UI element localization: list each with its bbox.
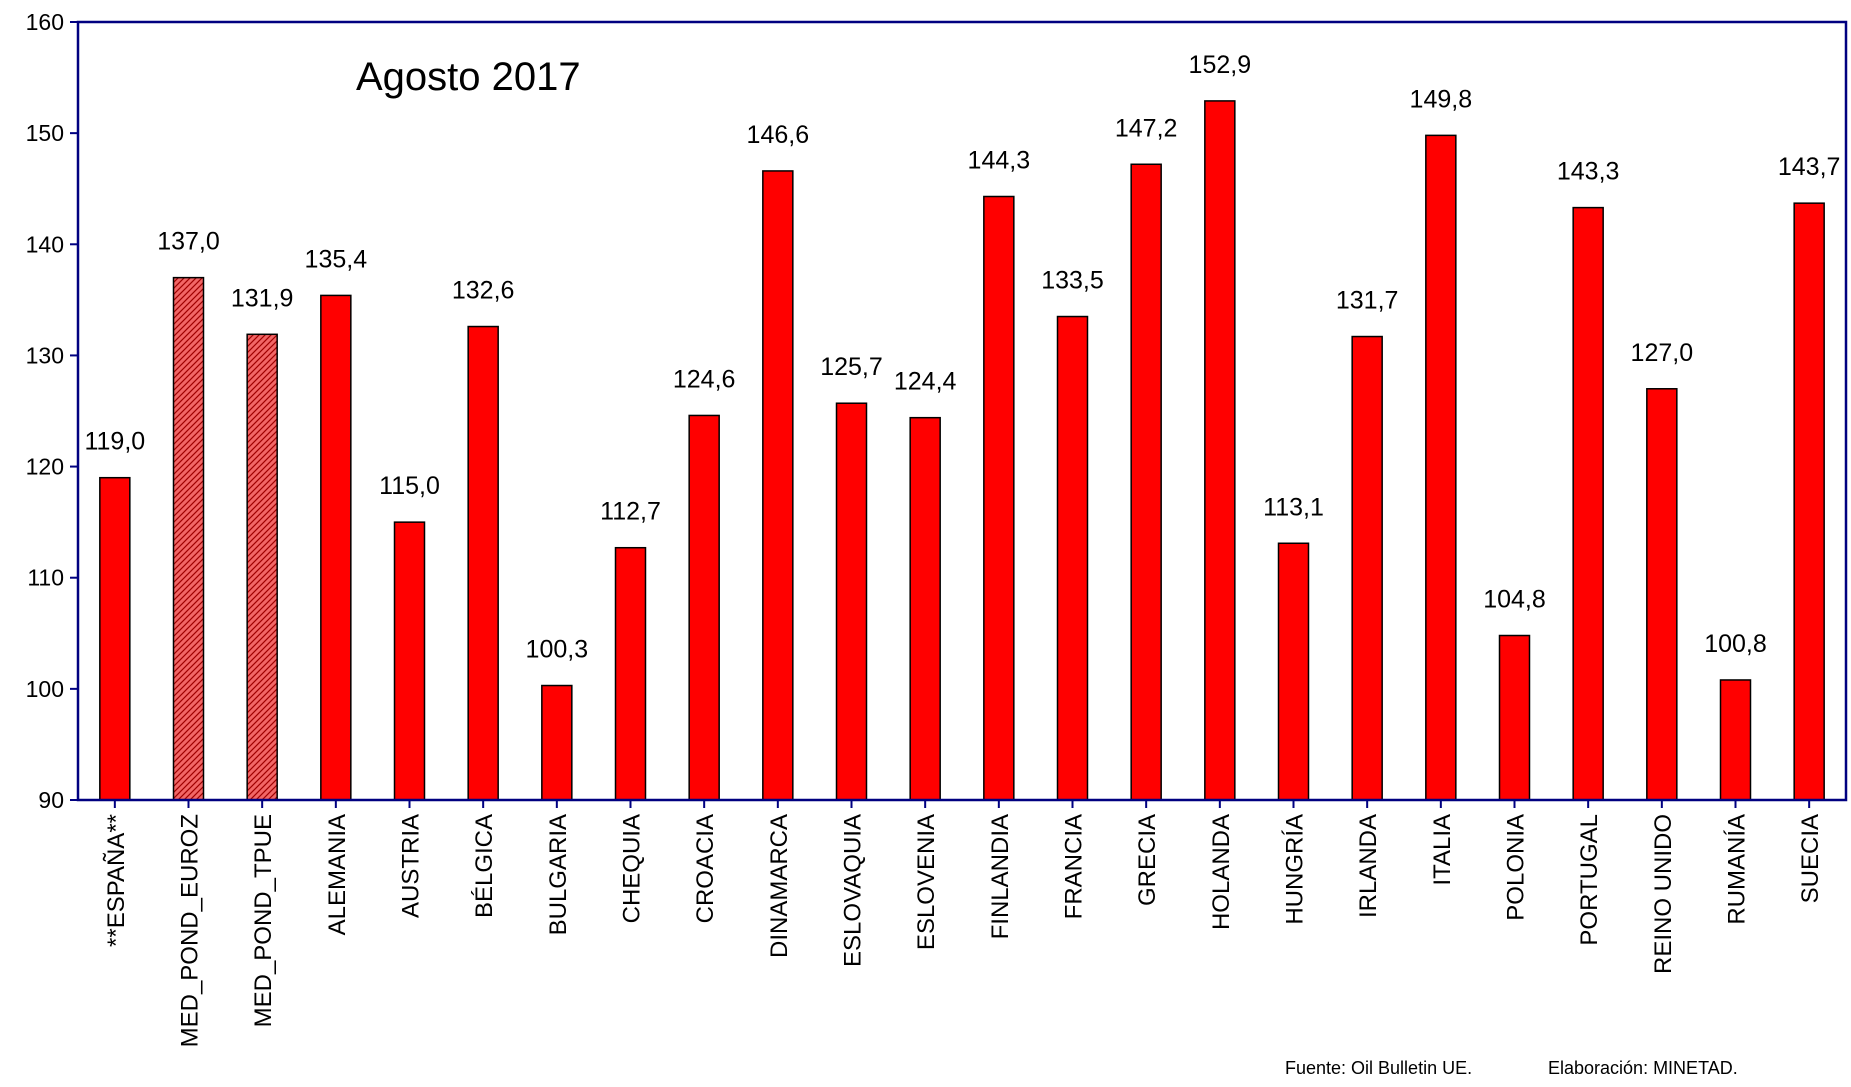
x-category-label: **ESPAÑA** <box>103 814 130 947</box>
bar-alemania <box>320 294 352 801</box>
y-tick-label: 120 <box>26 454 64 480</box>
bar-eslovenia <box>909 416 941 801</box>
bar-value-label: 113,1 <box>1263 493 1324 521</box>
bar-value-label: 143,7 <box>1778 153 1841 181</box>
bar-value-label: 131,9 <box>231 284 294 312</box>
source-note: Fuente: Oil Bulletin UE. <box>1285 1058 1473 1078</box>
x-category-label: CROACIA <box>692 814 719 923</box>
bar-portugal <box>1572 206 1604 801</box>
bar-value-label: 133,5 <box>1041 267 1104 295</box>
bar-med-pond-euroz <box>172 276 205 801</box>
bar-bulgaria <box>541 684 573 801</box>
bar-austria <box>393 521 426 801</box>
bar-chequia <box>614 546 647 801</box>
bar-value-label: 149,8 <box>1410 85 1473 113</box>
bar-value-label: 137,0 <box>157 228 220 256</box>
bar-value-label: 119,0 <box>84 428 145 456</box>
bar-value-label: 124,6 <box>673 365 736 393</box>
bar-value-label: 127,0 <box>1631 339 1694 367</box>
bar-hungría <box>1277 542 1310 801</box>
y-tick-label: 100 <box>26 676 64 702</box>
bar-españa <box>99 476 131 801</box>
y-tick-label: 110 <box>27 565 64 591</box>
bar-value-label: 100,8 <box>1704 630 1767 658</box>
bar-value-label: 143,3 <box>1557 158 1620 186</box>
y-tick-label: 150 <box>26 120 64 146</box>
x-category-label: DINAMARCA <box>766 814 793 958</box>
x-category-label: RUMANÍA <box>1724 814 1751 925</box>
x-category-label: ALEMANIA <box>324 814 351 935</box>
bar-value-label: 144,3 <box>968 146 1031 174</box>
bar-value-label: 152,9 <box>1189 51 1252 79</box>
x-category-label: CHEQUIA <box>619 814 646 923</box>
x-category-label: MED_POND_EUROZ <box>177 814 204 1047</box>
y-tick-label: 160 <box>26 9 64 35</box>
x-category-label: SUECIA <box>1797 814 1824 903</box>
bar-value-label: 124,4 <box>894 368 957 396</box>
x-category-label: FINLANDIA <box>987 814 1014 939</box>
bar-francia <box>1056 315 1089 801</box>
x-category-label: REINO UNIDO <box>1650 814 1677 974</box>
plot-area-frame <box>76 20 1848 802</box>
bar-bélgica <box>467 325 499 801</box>
x-category-label: POLONIA <box>1503 814 1530 921</box>
bar-value-label: 135,4 <box>305 245 368 273</box>
bar-finlandia <box>983 195 1015 801</box>
bar-value-label: 104,8 <box>1483 586 1546 614</box>
y-tick-label: 130 <box>26 342 64 368</box>
bar-value-label: 112,7 <box>600 498 661 526</box>
x-category-label: ESLOVENIA <box>913 814 940 950</box>
x-category-label: PORTUGAL <box>1576 814 1603 946</box>
x-category-label: BÉLGICA <box>471 814 498 918</box>
bar-med-pond-tpue <box>246 333 278 801</box>
y-tick-label: 140 <box>26 231 64 257</box>
x-category-label: MED_POND_TPUE <box>250 814 277 1027</box>
x-category-label: IRLANDA <box>1355 814 1382 918</box>
x-category-label: ITALIA <box>1429 814 1456 886</box>
bar-italia <box>1425 134 1457 801</box>
bar-value-label: 100,3 <box>526 636 589 664</box>
bar-dinamarca <box>762 170 794 801</box>
bar-croacia <box>688 414 720 801</box>
bar-eslovaquia <box>835 402 868 801</box>
x-category-label: HOLANDA <box>1208 814 1235 930</box>
chart-title: Agosto 2017 <box>356 55 581 99</box>
bar-value-label: 146,6 <box>747 121 810 149</box>
bar-grecia <box>1130 163 1162 801</box>
y-tick-label: 90 <box>38 787 64 813</box>
credit-note: Elaboración: MINETAD. <box>1548 1058 1738 1078</box>
bar-value-label: 131,7 <box>1336 287 1399 315</box>
x-category-label: AUSTRIA <box>398 814 425 918</box>
bar-irlanda <box>1351 335 1383 801</box>
bar-value-label: 147,2 <box>1115 114 1178 142</box>
bar-value-label: 125,7 <box>820 353 883 381</box>
bar-rumanía <box>1719 679 1752 801</box>
bar-holanda <box>1204 100 1236 801</box>
bar-value-label: 132,6 <box>452 277 515 305</box>
bar-value-label: 115,0 <box>379 472 440 500</box>
bar-suecia <box>1793 202 1825 801</box>
x-category-label: FRANCIA <box>1061 814 1088 919</box>
x-category-label: BULGARIA <box>545 814 572 935</box>
bar-polonia <box>1498 634 1531 801</box>
x-category-label: ESLOVAQUIA <box>840 814 867 967</box>
bar-reino-unido <box>1646 388 1678 801</box>
x-category-label: HUNGRÍA <box>1282 814 1309 925</box>
x-category-label: GRECIA <box>1134 814 1161 906</box>
